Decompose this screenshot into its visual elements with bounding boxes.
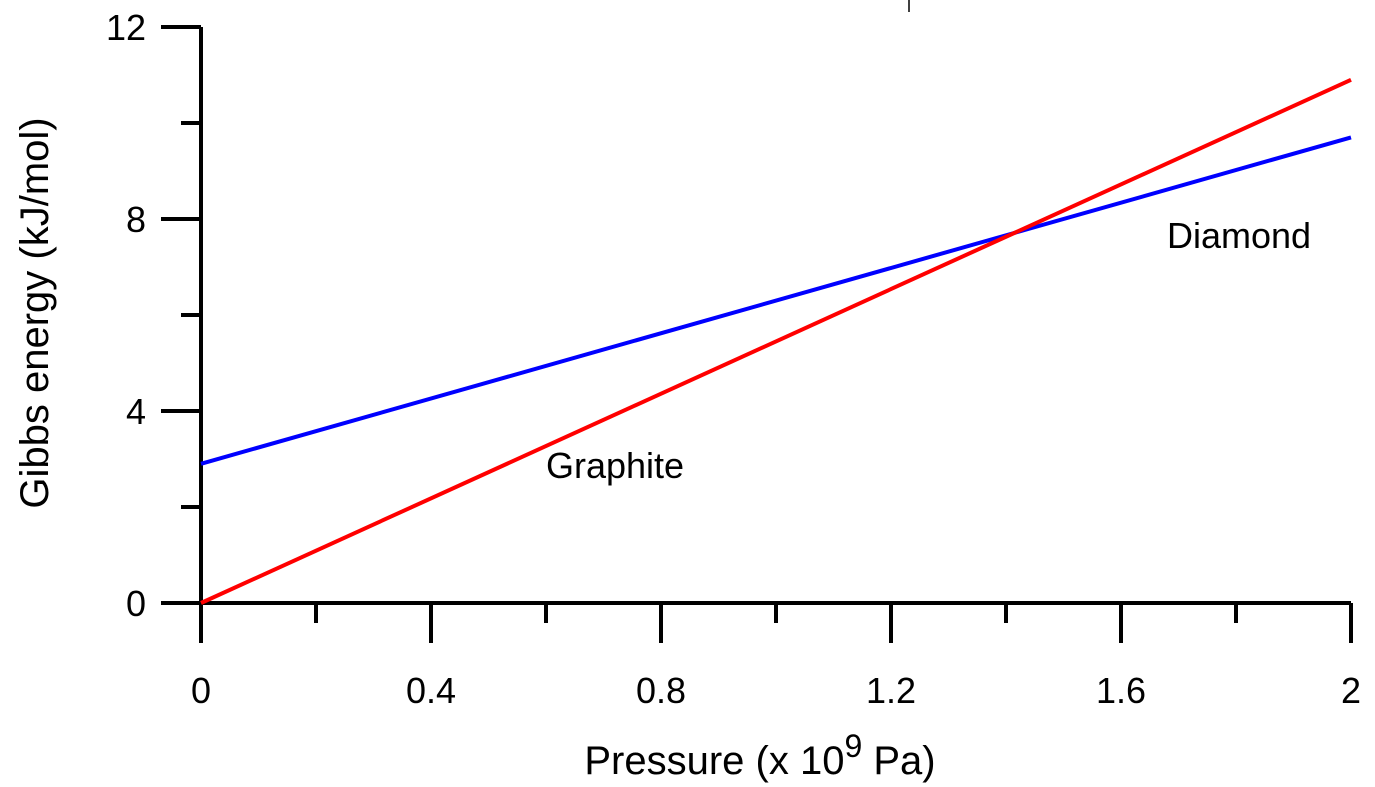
y-tick-label: 8 — [126, 199, 146, 240]
x-axis-title-exponent: 9 — [844, 728, 862, 764]
series-label-graphite: Graphite — [546, 445, 684, 486]
x-axis-title-suffix: Pa) — [862, 739, 935, 783]
x-ticks: 0 0.4 0.8 1.2 1.6 2 — [191, 603, 1361, 711]
series-line-graphite — [200, 77, 1352, 605]
x-tick-label: 1.6 — [1096, 670, 1146, 711]
annotations: Graphite Diamond — [546, 215, 1311, 486]
x-tick-label: 0.4 — [406, 670, 456, 711]
x-tick-label: 0 — [191, 670, 211, 711]
x-tick-label: 1.2 — [866, 670, 916, 711]
y-axis-title: Gibbs energy (kJ/mol) — [13, 117, 57, 508]
x-axis-title-main: Pressure (x 10 — [584, 739, 844, 783]
x-axis-title: Pressure (x 109 Pa) — [584, 728, 935, 783]
series-line-diamond — [200, 135, 1352, 466]
x-tick-label: 2 — [1341, 670, 1361, 711]
y-tick-label: 0 — [126, 583, 146, 624]
y-tick-label: 12 — [106, 7, 146, 48]
x-tick-label: 0.8 — [636, 670, 686, 711]
y-ticks: 0 4 8 12 — [106, 7, 201, 624]
series-label-diamond: Diamond — [1167, 215, 1311, 256]
y-tick-label: 4 — [126, 391, 146, 432]
series-lines — [200, 77, 1352, 605]
